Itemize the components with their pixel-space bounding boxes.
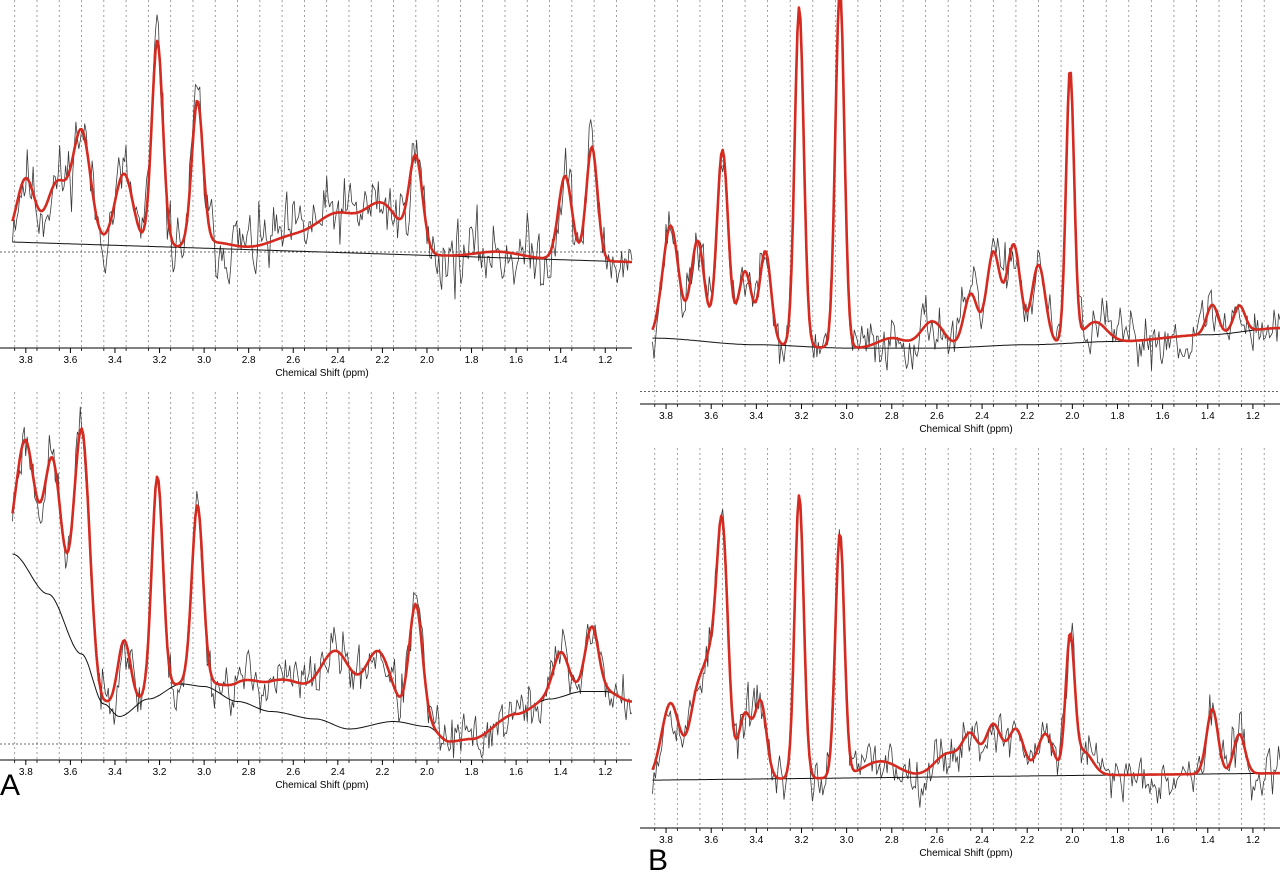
- x-tick-label: 2.6: [930, 835, 944, 846]
- x-tick-label: 3.6: [63, 767, 77, 778]
- x-tick-label: 1.2: [598, 767, 612, 778]
- x-tick-label: 3.2: [795, 411, 809, 422]
- x-tick-label: 1.2: [1246, 411, 1260, 422]
- x-tick-label: 3.2: [153, 767, 167, 778]
- x-tick-label: 3.6: [63, 355, 77, 366]
- x-axis-title: Chemical Shift (ppm): [919, 424, 1012, 435]
- model-fit-line: [11, 427, 633, 743]
- x-tick-label: 3.8: [659, 411, 673, 422]
- x-tick-label: 2.2: [375, 355, 389, 366]
- x-tick-label: 3.4: [108, 767, 122, 778]
- x-tick-label: 2.6: [286, 767, 300, 778]
- x-tick-label: 1.6: [1156, 835, 1170, 846]
- x-tick-label: 1.8: [1111, 835, 1125, 846]
- x-tick-label: 3.8: [19, 355, 33, 366]
- x-tick-label: 3.4: [749, 411, 763, 422]
- x-tick-label: 2.8: [242, 355, 256, 366]
- x-tick-label: 2.2: [1020, 411, 1034, 422]
- x-tick-label: 1.4: [554, 767, 568, 778]
- x-tick-label: 2.6: [286, 355, 300, 366]
- panel-label-a: A: [0, 769, 20, 802]
- x-tick-label: 1.8: [1111, 411, 1125, 422]
- model-fit-line: [11, 39, 632, 264]
- spectrum-panel-b-top: 3.8 3.6 3.4 3.2 3.0 2.8 2.6 2.4 2.2 2.0 1.8 1.6 1.4 1…: [640, 0, 1280, 435]
- x-tick-label: 1.4: [1201, 411, 1215, 422]
- x-tick-label: 3.4: [749, 835, 763, 846]
- x-tick-label: 3.0: [840, 411, 854, 422]
- spectrum-panel-b-bottom: 3.8 3.6 3.4 3.2 3.0 2.8 2.6 2.4 2.2 2.0 1.8 1.6 1.4 1…: [640, 448, 1280, 859]
- x-tick-label: 3.8: [659, 835, 673, 846]
- x-tick-label: 2.4: [975, 411, 989, 422]
- x-axis-title: Chemical Shift (ppm): [275, 368, 368, 379]
- model-fit-line: [651, 0, 1280, 349]
- raw-spectrum-line: [12, 406, 633, 759]
- x-tick-label: 3.4: [108, 355, 122, 366]
- x-tick-label: 3.2: [153, 355, 167, 366]
- x-tick-label: 1.4: [1201, 835, 1215, 846]
- x-tick-label: 2.8: [885, 835, 899, 846]
- x-tick-label: 2.8: [885, 411, 899, 422]
- x-tick-label: 3.0: [840, 835, 854, 846]
- x-tick-label: 2.0: [1065, 835, 1079, 846]
- spectrum-panel-a-top: 3.8 3.6 3.4 3.2 3.0 2.8 2.6 2.4 2.2 2.0 1.8 1.6 1.4 1…: [0, 0, 633, 379]
- x-tick-label: 3.6: [704, 835, 718, 846]
- model-fit-line: [651, 494, 1280, 780]
- x-tick-label: 2.2: [1020, 835, 1034, 846]
- x-tick-label: 2.4: [331, 355, 345, 366]
- x-tick-label: 2.6: [930, 411, 944, 422]
- x-tick-label: 2.0: [420, 355, 434, 366]
- x-tick-label: 1.6: [1156, 411, 1170, 422]
- raw-spectrum-line: [12, 14, 633, 300]
- x-tick-label: 1.4: [554, 355, 568, 366]
- x-tick-label: 2.4: [975, 835, 989, 846]
- spectrum-panel-a-bottom: 3.8 3.6 3.4 3.2 3.0 2.8 2.6 2.4 2.2 2.0 1.8 1.6 1.4 1…: [0, 392, 633, 791]
- x-tick-label: 1.8: [465, 355, 479, 366]
- x-tick-label: 2.2: [375, 767, 389, 778]
- raw-spectrum-line: [652, 498, 1280, 808]
- x-tick-label: 2.8: [242, 767, 256, 778]
- x-tick-label: 1.6: [509, 355, 523, 366]
- x-tick-label: 3.2: [795, 835, 809, 846]
- x-tick-label: 1.2: [1246, 835, 1260, 846]
- panel-label-b: B: [648, 844, 668, 876]
- x-axis-title: Chemical Shift (ppm): [919, 848, 1012, 859]
- x-tick-label: 1.8: [465, 767, 479, 778]
- x-tick-label: 3.6: [704, 411, 718, 422]
- x-tick-label: 1.6: [509, 767, 523, 778]
- x-tick-label: 3.8: [19, 767, 33, 778]
- x-tick-label: 2.0: [1065, 411, 1079, 422]
- x-tick-label: 2.0: [420, 767, 434, 778]
- x-tick-label: 3.0: [197, 767, 211, 778]
- x-tick-label: 3.0: [197, 355, 211, 366]
- x-tick-label: 1.2: [598, 355, 612, 366]
- baseline-fit-line: [12, 241, 632, 263]
- x-tick-label: 2.4: [331, 767, 345, 778]
- x-axis-title: Chemical Shift (ppm): [275, 780, 368, 791]
